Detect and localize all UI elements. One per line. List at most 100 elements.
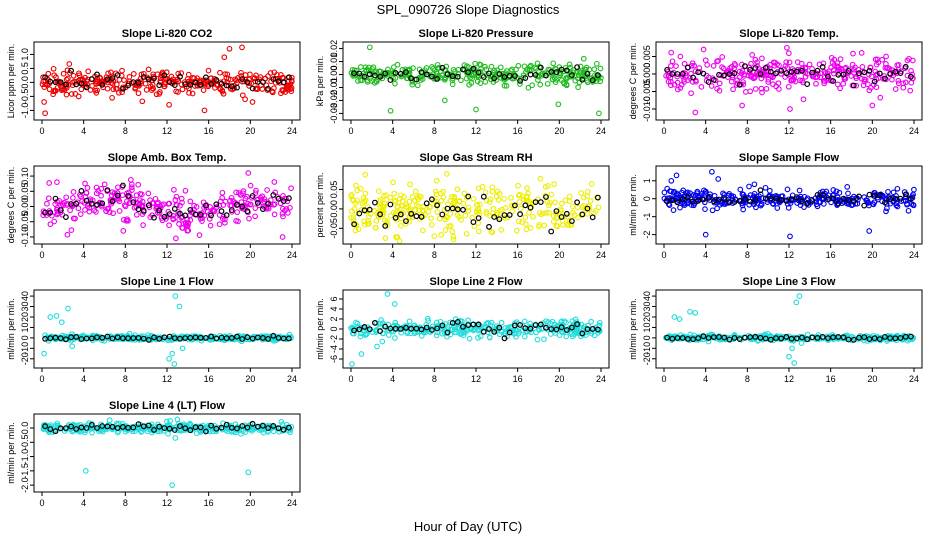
highlight-point [119, 182, 126, 189]
data-point [412, 207, 418, 214]
data-point [550, 76, 556, 83]
highlight-point [114, 192, 121, 199]
data-point [135, 90, 142, 97]
x-tick-label: 16 [204, 126, 214, 136]
data-point [376, 68, 383, 75]
y-tick-label: -0.10 [20, 227, 30, 248]
data-point [821, 78, 828, 84]
data-point [441, 207, 448, 213]
data-point [728, 78, 735, 85]
highlight-point [366, 206, 373, 213]
highlight-point [156, 335, 163, 342]
highlight-point [213, 76, 220, 83]
data-point [893, 193, 899, 199]
data-point [139, 98, 146, 105]
data-point [466, 335, 473, 342]
highlight-point [548, 68, 555, 75]
x-tick-label: 0 [661, 126, 666, 136]
data-point [216, 221, 223, 228]
highlight-point [710, 76, 717, 83]
outlier-point [69, 343, 76, 350]
data-point [858, 50, 865, 56]
highlight-point [114, 72, 121, 78]
data-point [580, 194, 587, 201]
y-tick-label: -1.0 [20, 449, 30, 465]
data-point [746, 183, 752, 190]
outlier-point [786, 353, 792, 360]
data-point [399, 198, 406, 204]
data-point [410, 65, 416, 71]
highlight-point [177, 423, 183, 430]
highlight-point [73, 81, 80, 88]
data-point [883, 208, 889, 215]
data-point [120, 216, 127, 223]
highlight-point [460, 323, 466, 330]
highlight-point [218, 424, 225, 431]
y-tick-label: 1 [642, 178, 652, 183]
data-point [94, 78, 100, 85]
highlight-point [202, 74, 209, 81]
highlight-point [501, 73, 508, 80]
outlier-point [798, 340, 805, 346]
data-point [509, 208, 516, 215]
data-point [562, 197, 569, 204]
highlight-point [57, 79, 64, 85]
data-point [674, 79, 681, 86]
x-tick-label: 16 [826, 374, 836, 384]
data-point [105, 70, 111, 77]
data-point [714, 205, 720, 212]
highlight-point [444, 71, 451, 78]
highlight-point [171, 82, 178, 88]
highlight-point [208, 212, 215, 219]
highlight-point [522, 202, 529, 209]
data-point [821, 80, 828, 87]
highlight-point [47, 335, 54, 342]
data-point [237, 192, 244, 198]
data-point [486, 334, 493, 341]
highlight-point [496, 216, 503, 223]
data-point [550, 60, 557, 67]
data-point [566, 193, 573, 200]
x-tick-label: 12 [471, 126, 481, 136]
highlight-point [553, 326, 560, 333]
y-tick-label: -10 [20, 342, 30, 355]
data-point [276, 428, 283, 435]
outlier-point [41, 99, 47, 105]
highlight-point [454, 206, 461, 213]
y-tick-label: 0.05 [20, 183, 30, 201]
highlight-point [280, 426, 287, 433]
data-point [185, 220, 192, 226]
data-point [762, 72, 769, 79]
highlight-point [275, 78, 282, 85]
highlight-point [145, 422, 152, 429]
highlight-point [850, 82, 857, 89]
data-point [406, 213, 413, 220]
outlier-point [668, 177, 675, 184]
highlight-point [679, 196, 686, 203]
data-point [844, 184, 851, 190]
highlight-point [125, 193, 132, 199]
outlier-point [172, 435, 179, 441]
highlight-point [861, 202, 868, 209]
highlight-point [871, 78, 878, 85]
y-tick-label: 40 [642, 291, 652, 301]
x-tick-label: 16 [513, 126, 523, 136]
data-point [682, 70, 689, 77]
highlight-point [351, 70, 358, 77]
data-point [520, 196, 527, 202]
highlight-point [94, 71, 100, 78]
highlight-point [908, 195, 914, 202]
outlier-point [443, 171, 450, 177]
y-tick-label: 2 [329, 316, 339, 321]
highlight-point [260, 206, 266, 213]
data-point [387, 213, 394, 219]
highlight-point [145, 76, 152, 83]
data-point [352, 200, 359, 206]
data-point [428, 215, 434, 222]
outlier-point [166, 355, 172, 362]
data-point [184, 76, 191, 82]
highlight-point [234, 425, 240, 432]
x-tick-label: 0 [39, 374, 44, 384]
highlight-point [392, 70, 399, 76]
data-point [159, 202, 165, 209]
